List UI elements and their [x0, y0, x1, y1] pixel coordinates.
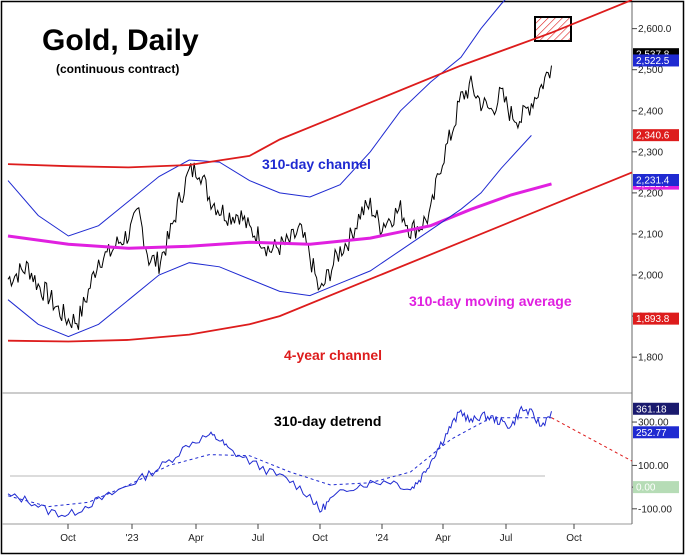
- x-tick-label: Jul: [252, 533, 265, 544]
- x-tick-label: Apr: [188, 533, 204, 544]
- x-axis-ticks: Oct '23 Apr Jul Oct '24 Apr Jul Oct: [60, 524, 582, 544]
- series-310-day-detrend: [7, 405, 552, 518]
- y-tick-label: 2,300: [638, 147, 663, 158]
- lower-panel-series: [7, 405, 633, 518]
- x-tick-label: '24: [375, 533, 388, 544]
- x-tick-label: Jul: [500, 533, 513, 544]
- value-badge: [633, 173, 679, 186]
- x-tick-label: Oct: [566, 533, 582, 544]
- value-badges: 2,537.82,522.52,340.62,222.62,231.41,893…: [633, 48, 679, 494]
- y-tick-label: 1,800: [638, 353, 663, 364]
- chart-subtitle: (continuous contract): [56, 62, 179, 76]
- x-tick-label: Oct: [312, 533, 328, 544]
- y-tick-label: 100.00: [638, 461, 669, 472]
- value-badge: [633, 129, 679, 142]
- x-tick-label: Oct: [60, 533, 76, 544]
- y-tick-label: 2,100: [638, 229, 663, 240]
- value-badge-label: 0.00: [636, 483, 656, 494]
- series-310-day-moving-average: [7, 182, 552, 250]
- chart-title: Gold, Daily: [42, 24, 199, 57]
- value-badge-label: 2,231.4: [636, 175, 670, 186]
- series-detrend-smoothed: [7, 417, 552, 508]
- y-tick-label: 2,000: [638, 271, 663, 282]
- y-tick-label: 300.00: [638, 418, 669, 429]
- value-badge: [633, 312, 679, 325]
- y-tick-label: -100.00: [638, 504, 672, 515]
- series-gold: [7, 65, 552, 330]
- series-310-day-channel-upper: [7, 0, 506, 237]
- value-badge: [633, 54, 679, 67]
- series-4-year-channel-lower: [7, 171, 633, 343]
- series-310-day-channel-lower: [7, 135, 532, 338]
- upper-panel-series: [7, 0, 633, 343]
- annotation-310-day-detrend: 310-day detrend: [274, 413, 381, 429]
- y-tick-label: 2,200: [638, 188, 663, 199]
- value-badge-label: 361.18: [636, 404, 667, 415]
- value-badge-label: 2,340.6: [636, 131, 670, 142]
- x-tick-label: '23: [125, 533, 138, 544]
- value-badge: [633, 402, 679, 415]
- series-4-year-channel-upper: [7, 0, 633, 169]
- annotation-4-year-channel: 4-year channel: [284, 347, 382, 363]
- annotation-310-day-ma: 310-day moving average: [409, 293, 572, 309]
- y-tick-label: 2,500: [638, 65, 663, 76]
- y-tick-label: 2,400: [638, 106, 663, 117]
- value-badge: [633, 426, 679, 439]
- y-tick-label: 2,600.0: [638, 24, 672, 35]
- value-badge: [633, 481, 679, 494]
- annotation-310-day-channel: 310-day channel: [262, 156, 371, 172]
- value-badge-label: 1,893.8: [636, 314, 670, 325]
- x-tick-label: Apr: [435, 533, 451, 544]
- value-badge-label: 252.77: [636, 428, 667, 439]
- value-badge-label: 2,522.5: [636, 56, 670, 67]
